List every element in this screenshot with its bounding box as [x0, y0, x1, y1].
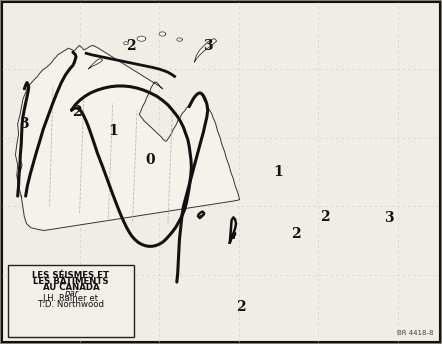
- Text: AU CANADA: AU CANADA: [42, 283, 99, 292]
- Text: 0: 0: [145, 153, 155, 167]
- Text: 3: 3: [203, 40, 213, 53]
- Text: 1: 1: [274, 165, 283, 179]
- Polygon shape: [159, 32, 166, 36]
- Polygon shape: [124, 42, 128, 45]
- Text: par: par: [64, 289, 78, 298]
- Text: 3: 3: [19, 117, 29, 131]
- Text: 2: 2: [236, 300, 246, 314]
- Text: LES SÉISMES ET: LES SÉISMES ET: [32, 271, 110, 280]
- Polygon shape: [88, 58, 103, 69]
- Text: 2: 2: [320, 210, 330, 224]
- Text: LES BÂTIMENTS: LES BÂTIMENTS: [33, 277, 109, 286]
- Text: BR 4418-8: BR 4418-8: [396, 331, 433, 336]
- Text: 2: 2: [72, 105, 82, 119]
- Polygon shape: [18, 162, 22, 179]
- Bar: [8, 265, 134, 337]
- Text: J.H. Rainer et: J.H. Rainer et: [43, 294, 99, 303]
- Text: 3: 3: [384, 212, 394, 225]
- Text: 1: 1: [108, 124, 118, 138]
- Polygon shape: [177, 38, 183, 41]
- Polygon shape: [194, 39, 217, 62]
- Polygon shape: [15, 45, 240, 230]
- Text: 2: 2: [126, 40, 135, 53]
- Polygon shape: [137, 36, 146, 41]
- Text: T.D. Northwood: T.D. Northwood: [38, 300, 104, 309]
- Text: 2: 2: [291, 227, 301, 241]
